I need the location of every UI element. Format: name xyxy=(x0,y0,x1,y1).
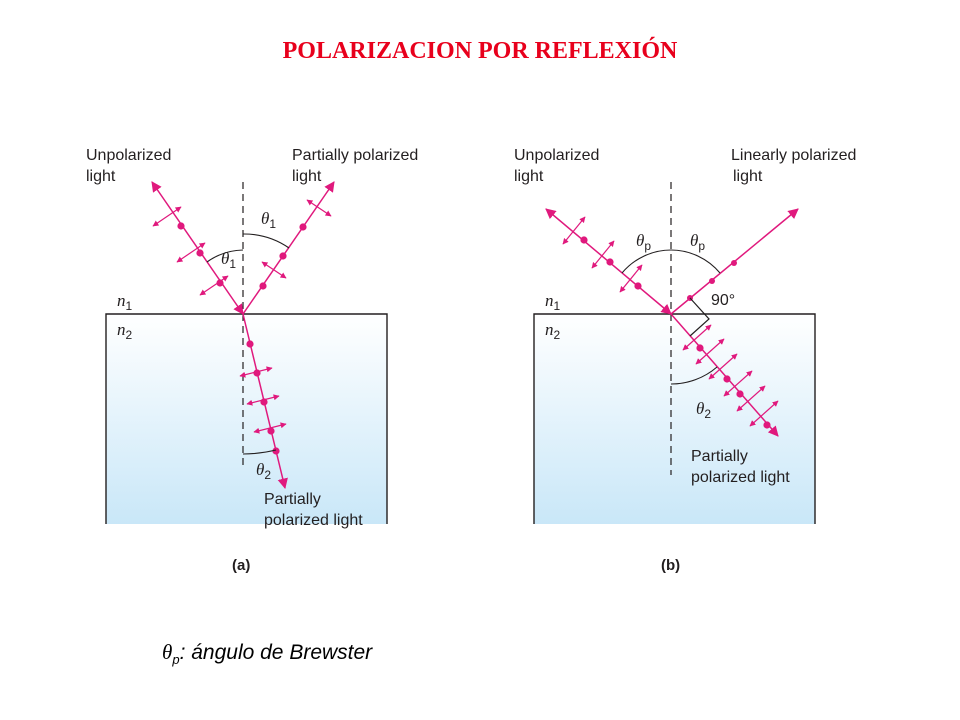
incident-label-a-2: light xyxy=(86,168,116,185)
reflected-polarization-b xyxy=(687,260,737,301)
brewster-caption: θp: ángulo de Brewster xyxy=(162,640,372,667)
theta-reflected-label-a: θ1 xyxy=(261,209,276,231)
theta-refracted-label-a: θ2 xyxy=(256,460,271,482)
theta-incident-label-a: θ1 xyxy=(221,249,236,271)
incident-polarization-b xyxy=(562,216,643,293)
right-angle-mark-b xyxy=(689,297,710,337)
theta-incident-label-b: θp xyxy=(636,231,651,253)
panel-label-b: (b) xyxy=(661,557,680,574)
incident-label-b-2: light xyxy=(514,168,544,185)
panel-a: Unpolarized light Partially polarized li… xyxy=(86,147,418,574)
caption-symbol: θ xyxy=(162,640,173,664)
angle-arc-incident-b xyxy=(621,249,672,274)
angle-arc-refracted-a xyxy=(242,449,277,455)
transmitted-label-b-2: polarized light xyxy=(691,469,790,486)
angle-arc-refracted-b xyxy=(670,366,718,385)
panel-label-a: (a) xyxy=(232,557,250,574)
reflected-label-a-2: light xyxy=(292,168,322,185)
angle-arc-reflected-b xyxy=(670,249,721,274)
n2-label-a: n2 xyxy=(117,320,133,342)
panel-b: Unpolarized light Linearly polarized lig… xyxy=(514,147,856,574)
reflected-label-b-2: light xyxy=(733,168,763,185)
theta-reflected-label-b: θp xyxy=(690,231,705,253)
slide-title: POLARIZACION POR REFLEXIÓN xyxy=(282,38,678,64)
transmitted-label-a-1: Partially xyxy=(264,491,321,508)
incident-polarization-a xyxy=(152,206,229,296)
n2-label-b: n2 xyxy=(545,320,561,342)
caption-text: : ángulo de Brewster xyxy=(179,641,373,664)
n1-label-b: n1 xyxy=(545,291,561,313)
interface-b xyxy=(533,313,816,524)
medium-2-block-b xyxy=(534,314,815,524)
transmitted-polarization-a xyxy=(239,340,287,455)
transmitted-label-a-2: polarized light xyxy=(264,512,363,529)
incident-label-b-1: Unpolarized xyxy=(514,147,599,164)
n1-label-a: n1 xyxy=(117,291,133,313)
transmitted-polarization-b xyxy=(682,324,779,429)
angle-arc-reflected-a xyxy=(242,233,290,249)
reflected-label-a-1: Partially polarized xyxy=(292,147,418,164)
reflected-polarization-a xyxy=(259,199,332,290)
transmitted-label-b-1: Partially xyxy=(691,448,748,465)
theta-refracted-label-b: θ2 xyxy=(696,399,711,421)
interface-a xyxy=(105,313,388,524)
angle-arc-incident-a xyxy=(206,249,244,263)
incident-label-a-1: Unpolarized xyxy=(86,147,171,164)
right-angle-label-b: 90° xyxy=(711,292,735,309)
reflected-label-b-1: Linearly polarized xyxy=(731,147,856,164)
caption-symbol-sub: p xyxy=(172,652,180,668)
medium-2-block-a xyxy=(106,314,387,524)
